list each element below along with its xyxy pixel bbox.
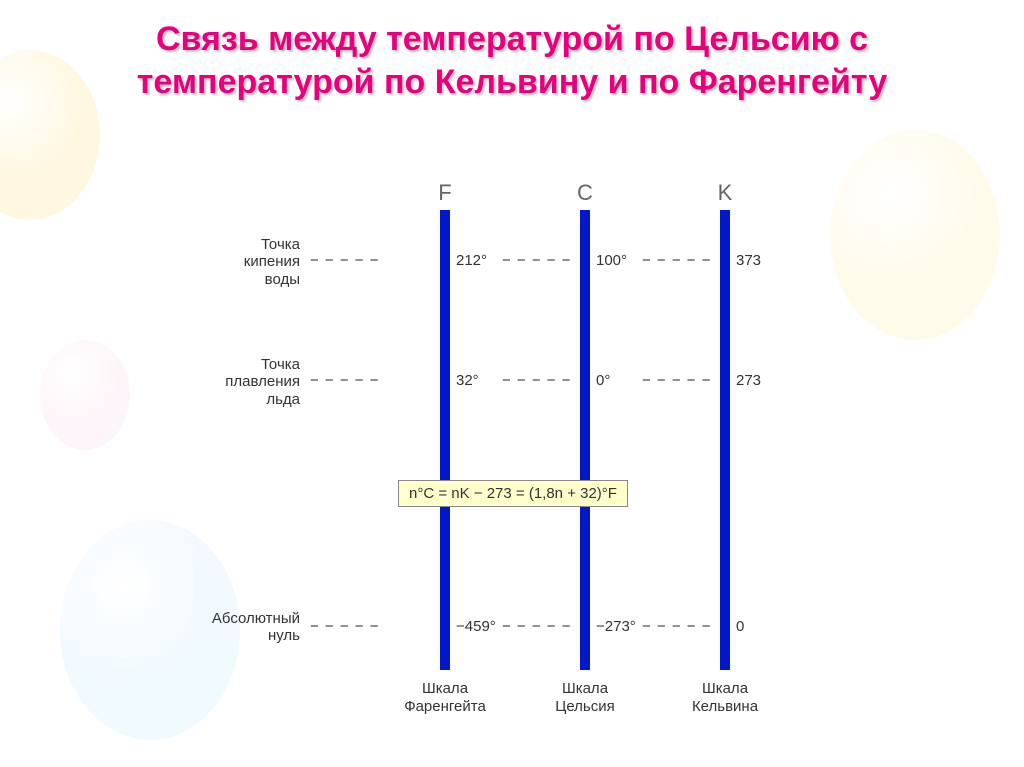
- dash: − − − − −: [310, 618, 379, 635]
- value-F-0: 212°: [456, 252, 487, 269]
- scale-bar-F: [440, 210, 450, 670]
- formula-box: n°C = nK − 273 = (1,8n + 32)°F: [398, 480, 628, 507]
- dash: − − − − −: [502, 252, 571, 269]
- scale-header-C: C: [565, 180, 605, 206]
- row-label-2: Абсолютный нуль: [180, 610, 300, 645]
- value-K-2: 0: [736, 618, 744, 635]
- dash: − − − − −: [310, 372, 379, 389]
- balloon-decoration: [40, 340, 130, 450]
- scale-bar-K: [720, 210, 730, 670]
- value-C-2: −273°: [596, 618, 636, 635]
- value-K-0: 373: [736, 252, 761, 269]
- row-label-0: Точка кипения воды: [180, 236, 300, 288]
- scale-footer-C: Шкала Цельсия: [525, 680, 645, 716]
- balloon-decoration: [830, 130, 1000, 340]
- scale-footer-K: Шкала Кельвина: [665, 680, 785, 716]
- dash: − − − − −: [310, 252, 379, 269]
- row-label-1: Точка плавления льда: [180, 356, 300, 408]
- temperature-scales-diagram: F Шкала Фаренгейта C Шкала Цельсия K Шкала Ке…: [260, 180, 820, 720]
- scale-bar-C: [580, 210, 590, 670]
- value-F-1: 32°: [456, 372, 479, 389]
- scale-header-K: K: [705, 180, 745, 206]
- value-F-2: −459°: [456, 618, 496, 635]
- dash: − − − − −: [642, 252, 711, 269]
- page-title: Связь между температурой по Цельсию с те…: [0, 0, 1024, 103]
- scale-header-F: F: [425, 180, 465, 206]
- dash: − − − − −: [502, 618, 571, 635]
- dash: − − − − −: [642, 372, 711, 389]
- value-K-1: 273: [736, 372, 761, 389]
- dash: − − − − −: [502, 372, 571, 389]
- value-C-0: 100°: [596, 252, 627, 269]
- value-C-1: 0°: [596, 372, 610, 389]
- scale-footer-F: Шкала Фаренгейта: [385, 680, 505, 716]
- dash: − − − − −: [642, 618, 711, 635]
